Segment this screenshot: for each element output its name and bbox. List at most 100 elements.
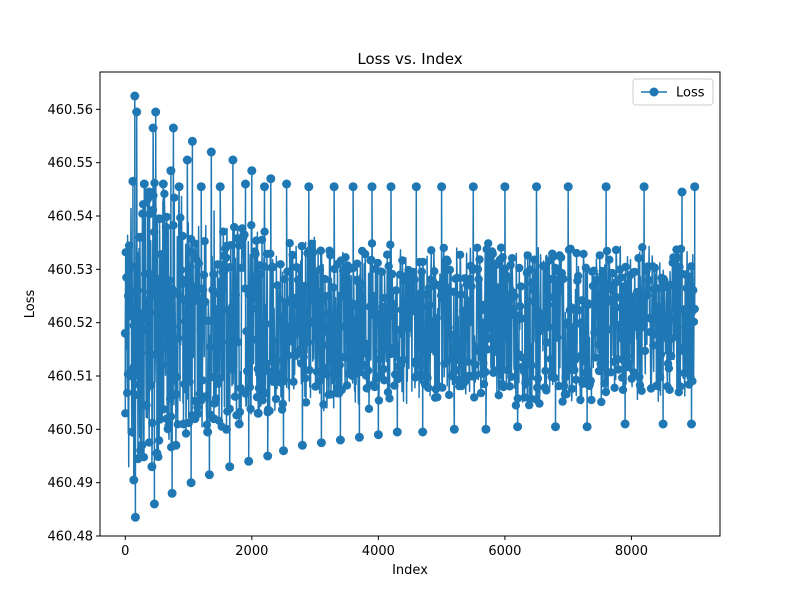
data-point — [403, 324, 412, 333]
data-point — [260, 227, 269, 236]
data-point — [296, 359, 306, 368]
data-point — [606, 368, 615, 377]
data-point — [369, 291, 379, 301]
data-point — [192, 296, 201, 305]
data-point — [464, 304, 473, 313]
data-point — [314, 335, 323, 344]
data-point — [629, 298, 638, 307]
data-point — [144, 187, 154, 197]
data-point — [205, 342, 215, 352]
data-point — [496, 243, 506, 252]
data-point — [137, 440, 147, 450]
data-point — [590, 328, 599, 337]
data-point — [522, 376, 531, 386]
data-point — [444, 390, 454, 400]
data-point — [144, 323, 153, 333]
data-point — [592, 276, 601, 285]
data-point — [452, 273, 462, 283]
data-point — [353, 259, 362, 268]
data-point — [608, 268, 617, 278]
data-point — [233, 338, 243, 347]
data-point — [543, 300, 552, 309]
data-point — [227, 326, 236, 335]
data-point — [331, 330, 341, 339]
data-point — [395, 270, 405, 279]
x-tick-label: 0 — [121, 544, 129, 559]
data-point — [673, 323, 682, 332]
data-point — [574, 306, 584, 315]
data-point — [525, 265, 535, 274]
data-point — [219, 227, 228, 236]
data-point — [531, 294, 540, 303]
data-point — [161, 222, 171, 232]
data-point — [245, 383, 254, 392]
data-point — [293, 300, 302, 310]
data-point — [534, 307, 543, 317]
data-point — [476, 388, 486, 398]
data-point — [533, 374, 543, 383]
data-point — [209, 270, 218, 279]
data-point — [452, 366, 461, 375]
data-point — [538, 313, 547, 323]
data-point — [129, 362, 139, 371]
data-point — [203, 427, 213, 437]
data-point — [241, 179, 250, 189]
data-point — [481, 367, 490, 377]
data-point — [542, 338, 552, 347]
data-point — [579, 249, 588, 259]
data-point — [446, 355, 455, 364]
data-point — [211, 394, 221, 403]
data-point — [653, 302, 663, 312]
data-point — [416, 361, 426, 370]
data-point — [574, 271, 583, 281]
data-point — [503, 366, 512, 375]
data-point — [613, 355, 622, 364]
data-point — [150, 227, 159, 237]
data-point — [290, 330, 300, 339]
data-point — [589, 266, 598, 275]
data-point — [582, 422, 592, 432]
data-point — [417, 267, 426, 276]
data-point — [240, 230, 249, 239]
data-point — [234, 241, 243, 250]
data-point — [563, 182, 573, 192]
data-point — [190, 396, 199, 406]
data-point — [666, 280, 675, 290]
data-point — [367, 182, 377, 192]
data-point — [378, 302, 387, 312]
y-axis: 460.48 460.49 460.50 460.51 460.52 460.53 460.… — [48, 103, 100, 545]
x-tick-label: 6000 — [488, 544, 521, 559]
data-point — [418, 257, 428, 267]
data-point — [263, 451, 273, 461]
data-point — [181, 429, 191, 438]
data-point — [335, 435, 345, 445]
data-point — [687, 262, 696, 271]
data-point — [283, 267, 292, 276]
data-point — [673, 253, 683, 262]
data-point — [329, 182, 339, 192]
data-point — [430, 267, 439, 276]
data-point — [571, 375, 581, 384]
data-point — [237, 263, 246, 272]
data-point — [235, 407, 245, 417]
data-point — [635, 372, 644, 382]
data-point — [257, 370, 266, 379]
data-point — [121, 409, 130, 418]
data-point — [322, 292, 331, 301]
data-point — [225, 404, 234, 414]
data-point — [656, 350, 666, 359]
y-tick-label: 460.51 — [48, 370, 94, 385]
data-point — [224, 305, 233, 315]
data-point — [290, 293, 299, 303]
data-point — [182, 155, 192, 165]
data-point — [146, 381, 156, 390]
data-point — [479, 379, 489, 389]
data-point — [617, 273, 626, 282]
data-point — [226, 241, 235, 250]
data-point — [507, 254, 517, 263]
data-point — [176, 265, 186, 275]
data-point — [568, 323, 577, 332]
data-point — [612, 293, 622, 302]
data-point — [610, 383, 619, 392]
legend-box — [632, 78, 714, 106]
